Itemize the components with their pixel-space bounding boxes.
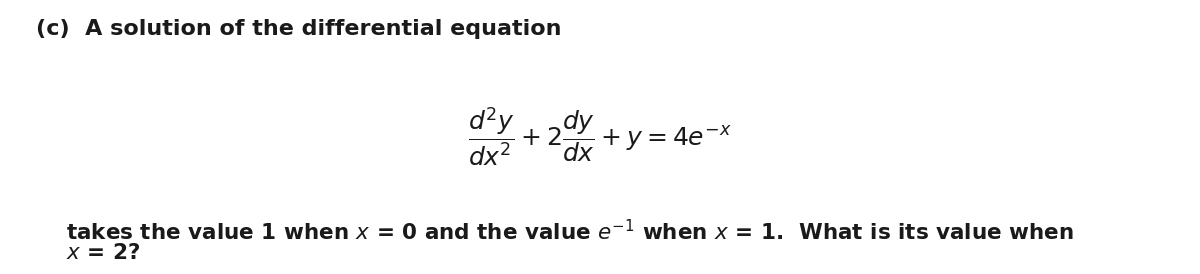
Text: (c)  A solution of the differential equation: (c) A solution of the differential equat…: [36, 19, 562, 39]
Text: $x$ = 2?: $x$ = 2?: [66, 243, 140, 263]
Text: $\dfrac{d^2y}{dx^2} + 2\dfrac{dy}{dx} + y = 4e^{-x}$: $\dfrac{d^2y}{dx^2} + 2\dfrac{dy}{dx} + …: [468, 106, 732, 168]
Text: takes the value 1 when $x$ = 0 and the value $e^{-1}$ when $x$ = 1.  What is its: takes the value 1 when $x$ = 0 and the v…: [66, 219, 1074, 244]
